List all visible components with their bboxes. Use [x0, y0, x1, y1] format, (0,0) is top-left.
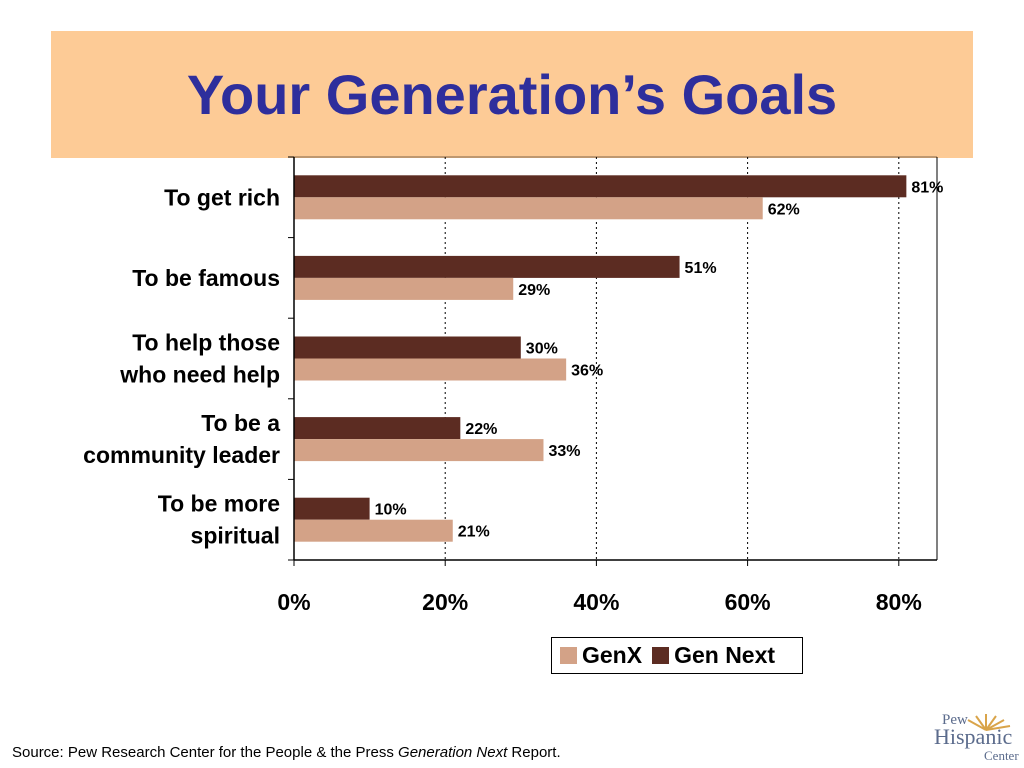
logo-text-hispanic: Hispanic	[934, 724, 1013, 749]
bar-genx	[294, 358, 567, 381]
data-label: 33%	[548, 443, 580, 460]
slide-title: Your Generation’s Goals	[186, 63, 838, 126]
x-tick-label: 60%	[725, 589, 771, 615]
data-label: 62%	[768, 201, 800, 218]
legend-label-gen-next: Gen Next	[674, 642, 776, 668]
bar-genx	[294, 277, 514, 300]
data-label: 51%	[685, 260, 717, 277]
bar-genx	[294, 197, 763, 220]
x-tick-label: 40%	[573, 589, 619, 615]
bar-gen-next	[294, 417, 461, 440]
bar-genx	[294, 439, 544, 462]
pew-hispanic-logo: Pew Hispanic Center	[928, 708, 1020, 766]
legend-item-genx: GenX	[560, 642, 642, 669]
data-label: 21%	[458, 524, 490, 541]
bar-gen-next	[294, 175, 907, 198]
legend-swatch-genx	[560, 647, 577, 664]
bar-gen-next	[294, 336, 521, 359]
axes	[288, 156, 938, 566]
logo-text-center: Center	[984, 748, 1019, 763]
category-label: spiritual	[191, 523, 280, 549]
data-label: 29%	[518, 282, 550, 299]
title-banner: Your Generation’s Goals	[51, 31, 973, 158]
labels: 0% 20% 40% 60% 80% 81% 62% To get rich 51% 29% To …	[83, 179, 943, 615]
legend-item-gen-next: Gen Next	[652, 642, 775, 669]
x-tick-label: 80%	[876, 589, 922, 615]
bars	[294, 175, 907, 542]
category-label: who need help	[119, 362, 280, 388]
category-label: To be a	[201, 410, 280, 436]
logo-text-pew: Pew	[942, 712, 968, 728]
bar-genx	[294, 519, 453, 542]
category-label: To be famous	[132, 265, 280, 291]
source-prefix: Source: Pew Research Center for the Peop…	[12, 744, 399, 761]
source-suffix: Report.	[507, 744, 561, 761]
data-label: 22%	[465, 421, 497, 438]
source-report-name: Generation Next	[398, 744, 508, 761]
category-label: community leader	[83, 442, 280, 468]
data-label: 81%	[911, 179, 943, 196]
source-note: Source: Pew Research Center for the Peop…	[12, 744, 561, 761]
data-label: 30%	[526, 341, 558, 358]
category-label: To help those	[132, 330, 280, 356]
x-tick-label: 20%	[422, 589, 468, 615]
category-label: To be more	[158, 491, 280, 517]
data-label: 10%	[375, 502, 407, 519]
data-label: 36%	[571, 363, 603, 380]
legend-label-genx: GenX	[582, 642, 643, 668]
chart-legend: GenX Gen Next	[551, 637, 803, 674]
bar-gen-next	[294, 497, 370, 520]
sun-icon	[967, 714, 1011, 731]
bar-gen-next	[294, 255, 680, 278]
x-tick-label: 0%	[277, 589, 310, 615]
legend-swatch-gen-next	[652, 647, 670, 664]
category-label: To get rich	[164, 184, 280, 210]
